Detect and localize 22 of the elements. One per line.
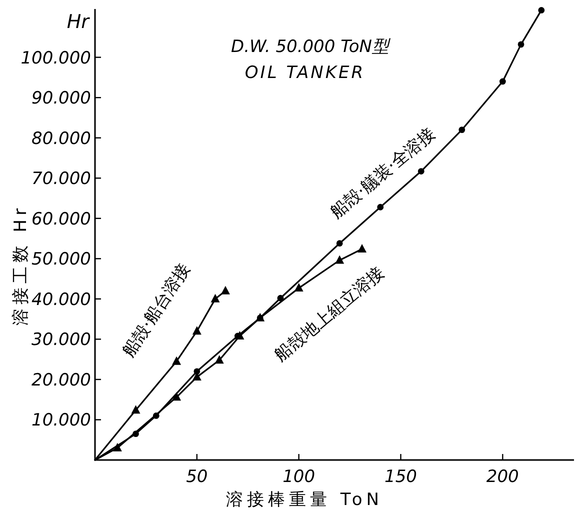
- y-tick-label: 90.000: [32, 88, 91, 109]
- x-tick-label: 100: [282, 467, 316, 487]
- x-tick-label: 150: [384, 467, 417, 487]
- text: 船殻地上組立溶接: [271, 262, 388, 366]
- text: OIL TANKER: [244, 63, 366, 83]
- text: 船殻·艤装·全溶接: [327, 124, 440, 223]
- text: Hr: [66, 11, 90, 33]
- y-tick-label: 100.000: [20, 48, 91, 68]
- y-tick-label: 10.000: [32, 410, 91, 431]
- y-tick-label: 80.000: [32, 128, 91, 149]
- x-tick-label: 50: [186, 467, 208, 487]
- y-tick-label: 30.000: [32, 330, 91, 350]
- y-tick-label: 70.000: [32, 169, 91, 190]
- y-tick-label: 20.000: [32, 370, 91, 390]
- text: 船殻·船台溶接: [119, 260, 194, 361]
- y-tick-label: 60.000: [32, 209, 91, 230]
- x-axis-title: 溶接棒重量 ToN: [226, 490, 384, 510]
- y-tick-label: 40.000: [32, 290, 91, 310]
- y-axis-title: 溶接工数 Hr: [11, 204, 31, 326]
- x-tick-label: 200: [486, 467, 519, 487]
- text: D.W. 50.000 ToN型: [230, 37, 392, 57]
- y-tick-label: 50.000: [32, 250, 91, 270]
